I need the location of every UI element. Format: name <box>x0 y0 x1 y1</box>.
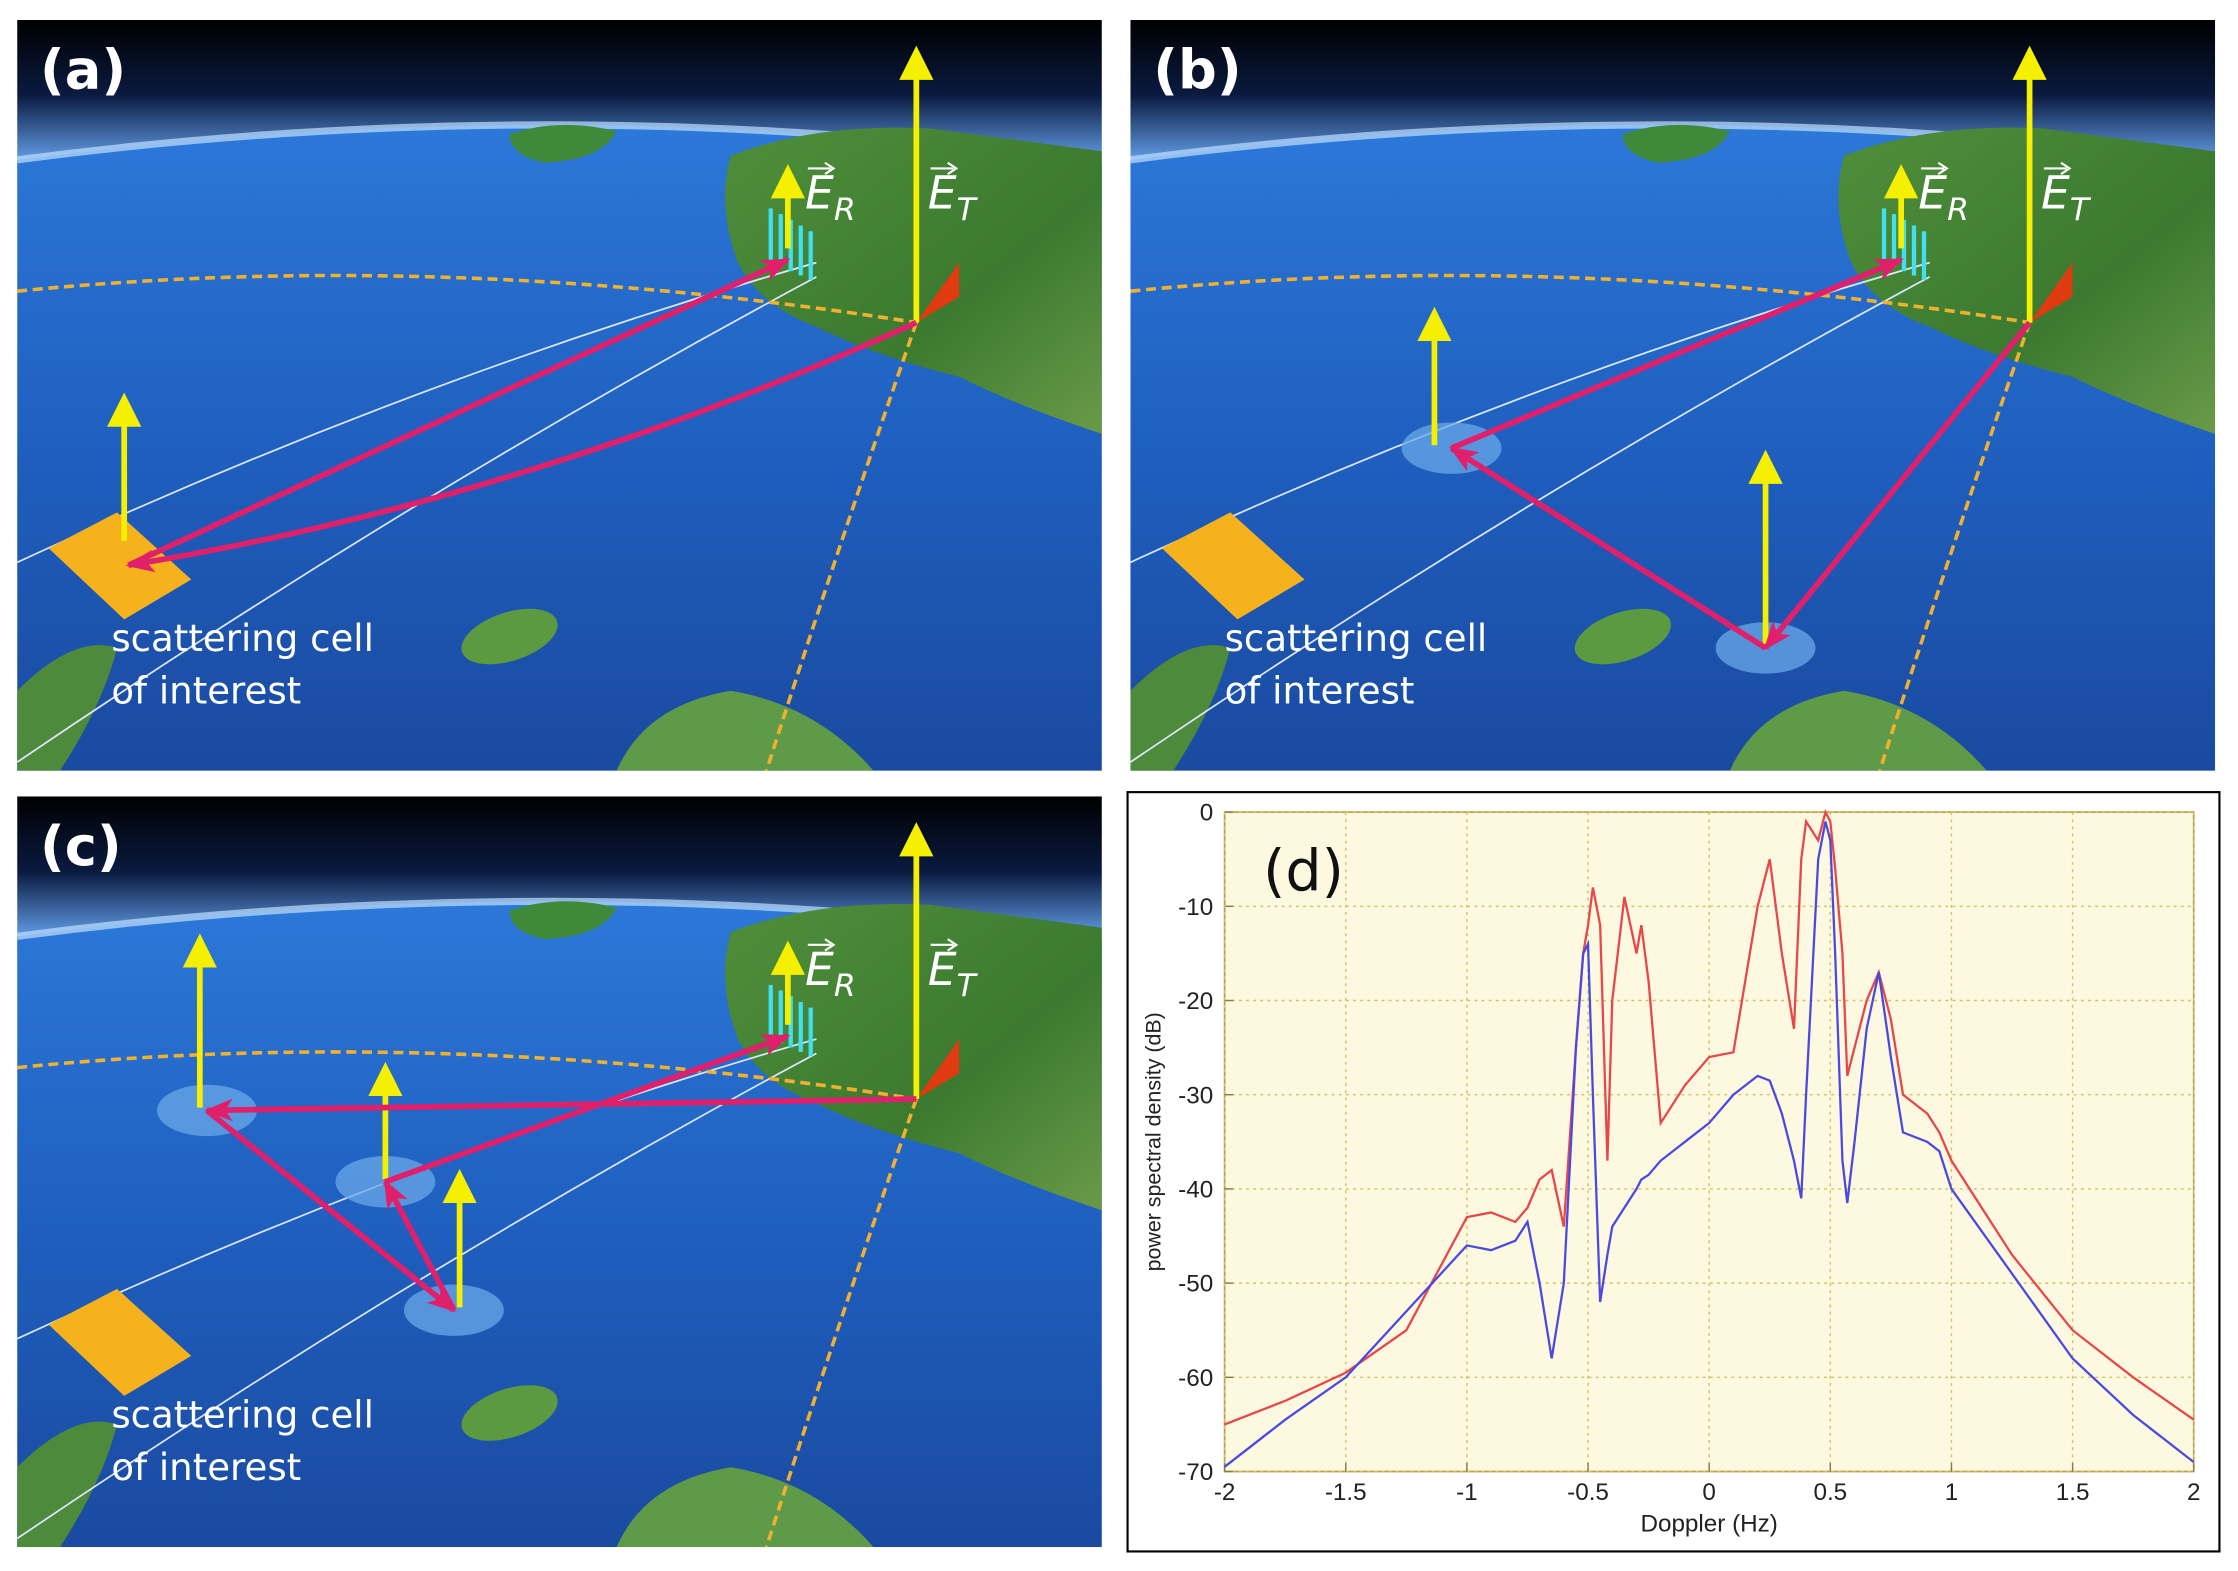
x-tick-label: 1 <box>1945 1479 1959 1506</box>
signal-path <box>127 257 791 568</box>
field-symbol: E <box>805 166 834 219</box>
x-tick-label: 0 <box>1702 1479 1716 1506</box>
y-tick-label: -10 <box>1178 894 1213 921</box>
dashed-curve <box>764 321 919 771</box>
y-axis-label: power spectral density (dB) <box>1141 1012 1165 1271</box>
field-label: ET <box>928 943 979 1004</box>
field-label: ER <box>1918 166 1969 227</box>
signal-path <box>204 1096 917 1122</box>
dashed-curve <box>764 1098 919 1548</box>
y-tick-label: -70 <box>1178 1459 1213 1486</box>
field-subscript: T <box>2070 192 2092 228</box>
x-tick-label: 2 <box>2187 1479 2201 1506</box>
field-subscript: R <box>834 192 856 228</box>
panel-label: (b) <box>1153 38 1241 101</box>
scattering-cell <box>1161 512 1305 620</box>
y-tick-label: 0 <box>1200 800 1214 827</box>
signal-path <box>384 1033 791 1185</box>
dashed-curve <box>17 273 917 325</box>
signal-path <box>125 319 918 573</box>
transmitter <box>2029 262 2073 323</box>
land <box>1729 690 1987 771</box>
field-symbol: E <box>928 943 957 996</box>
caption: of interest <box>111 670 301 713</box>
land <box>616 690 874 771</box>
dashed-curve <box>1130 273 2030 325</box>
signal-path <box>382 1179 457 1312</box>
land <box>17 1421 118 1548</box>
caption: scattering cell <box>1225 617 1488 660</box>
scattering-cell <box>48 1288 192 1396</box>
scattering-cell <box>48 512 192 620</box>
field-label: ET <box>2041 166 2092 227</box>
field-label: ER <box>805 943 856 1004</box>
field-subscript: T <box>957 192 979 228</box>
dashed-curve <box>1878 321 2032 771</box>
signal-path <box>1763 320 2032 651</box>
land <box>509 901 617 940</box>
land <box>509 124 617 163</box>
land <box>1622 124 1730 163</box>
vector-arrow-head <box>824 938 836 952</box>
field-subscript: T <box>957 968 979 1004</box>
dashed-curve <box>17 1050 917 1101</box>
vector-arrow-head <box>2060 161 2072 176</box>
vector-arrow-head <box>1937 161 1949 176</box>
x-tick-label: -1 <box>1456 1479 1478 1506</box>
field-symbol: E <box>2041 166 2070 219</box>
y-tick-label: -20 <box>1178 988 1213 1015</box>
caption: scattering cell <box>111 617 374 660</box>
x-tick-label: 1.5 <box>2056 1479 2090 1506</box>
land <box>616 1467 874 1548</box>
x-tick-label: 0.5 <box>1813 1479 1847 1506</box>
field-symbol: E <box>1918 166 1947 219</box>
series-line <box>1224 808 2195 1426</box>
vector-arrow-head <box>947 938 959 952</box>
signal-path <box>1449 445 1768 651</box>
signal-path <box>205 1108 457 1313</box>
white-track <box>1130 276 1931 763</box>
island <box>461 608 558 665</box>
x-axis-label: Doppler (Hz) <box>1640 1510 1777 1537</box>
field-label: ER <box>805 166 856 227</box>
field-label: ET <box>928 166 979 227</box>
island <box>1574 608 1671 665</box>
caption: of interest <box>1225 670 1415 713</box>
panel-label: (c) <box>40 815 122 878</box>
land <box>17 645 118 771</box>
y-tick-label: -40 <box>1178 1176 1213 1203</box>
x-tick-label: -0.5 <box>1567 1479 1609 1506</box>
series-line <box>1223 821 2195 1468</box>
x-tick-label: -1.5 <box>1325 1479 1367 1506</box>
vector-arrow-head <box>824 161 836 176</box>
vector-arrow-head <box>947 161 959 176</box>
panel-label: (d) <box>1263 839 1344 905</box>
field-subscript: R <box>1947 192 1969 228</box>
field-symbol: E <box>805 943 834 996</box>
y-tick-label: -60 <box>1178 1365 1213 1392</box>
caption: of interest <box>111 1446 301 1489</box>
field-symbol: E <box>928 166 957 219</box>
y-tick-label: -50 <box>1178 1271 1213 1298</box>
caption: scattering cell <box>111 1393 374 1436</box>
land <box>1130 645 1231 771</box>
island <box>461 1385 558 1441</box>
scatter-patch <box>1401 422 1502 474</box>
panel-label: (a) <box>40 38 126 101</box>
signal-path <box>1450 257 1904 451</box>
field-subscript: R <box>834 968 856 1004</box>
x-tick-label: -2 <box>1214 1479 1236 1506</box>
y-tick-label: -30 <box>1178 1082 1213 1109</box>
